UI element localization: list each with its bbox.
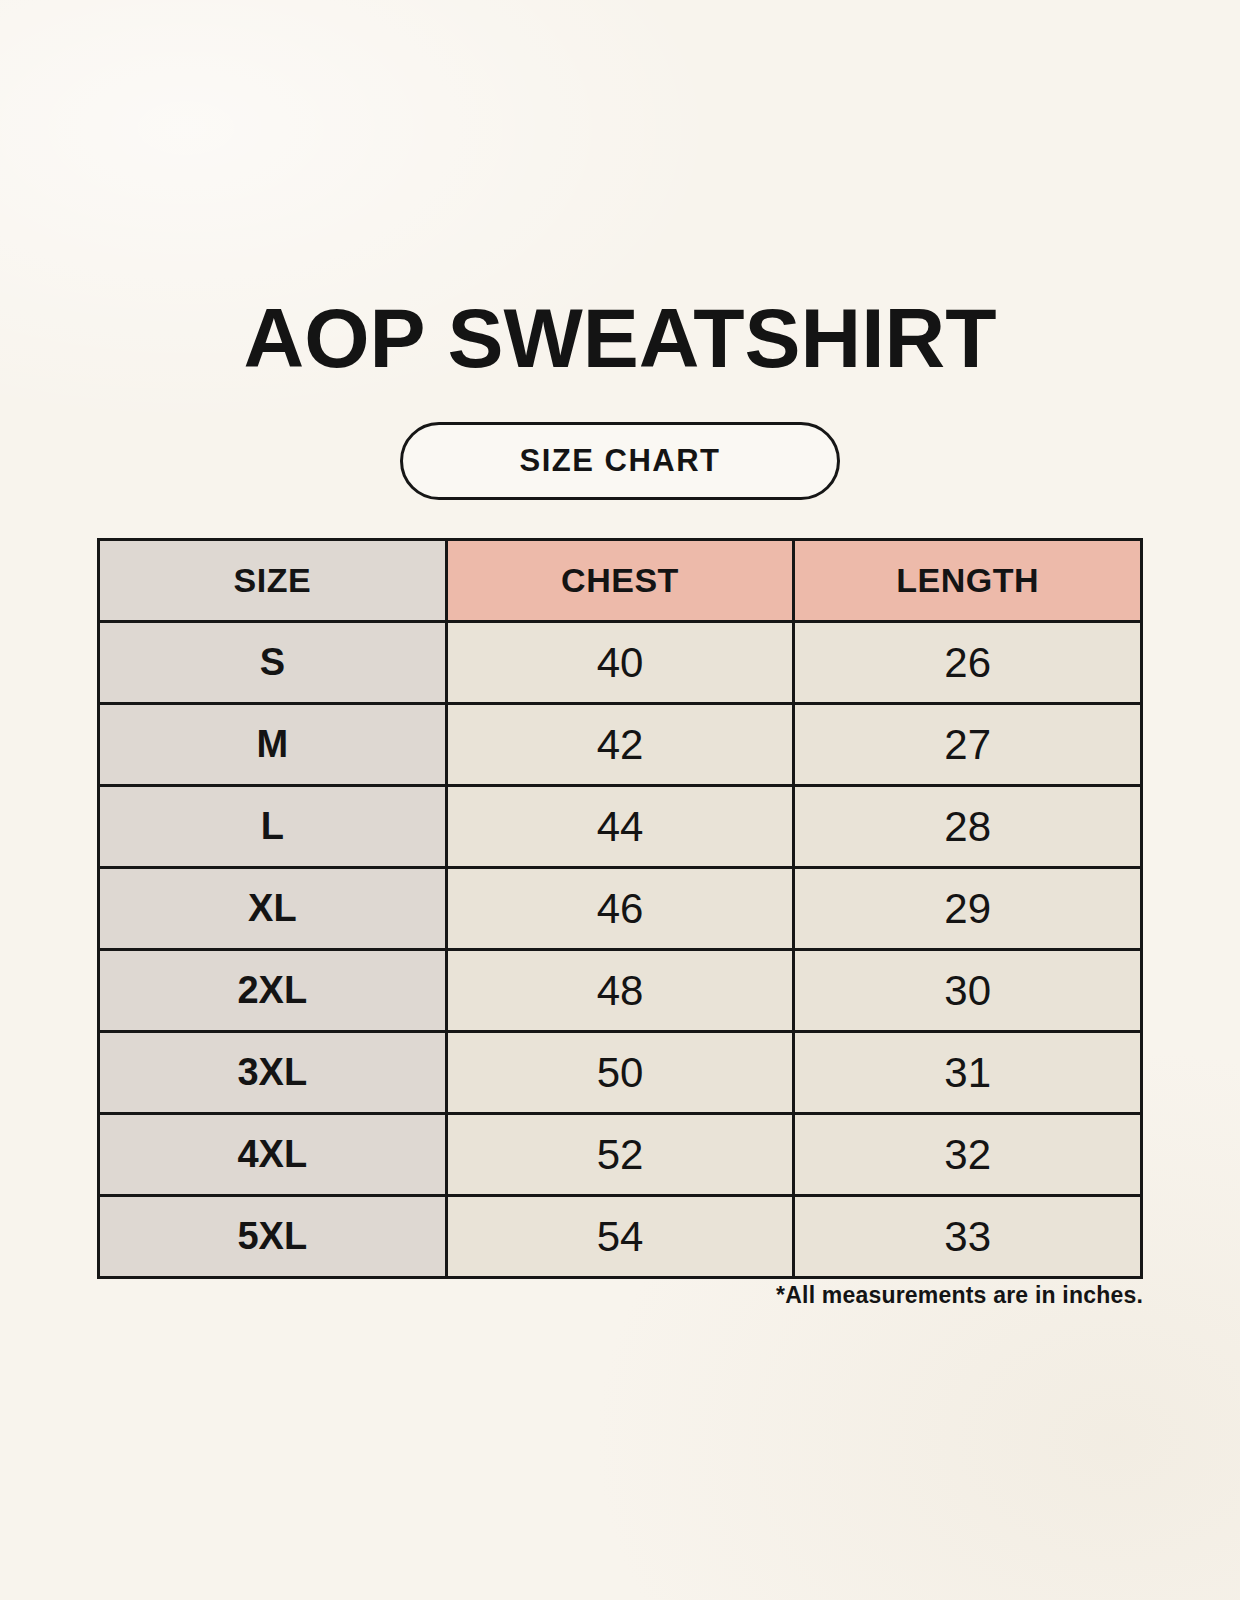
size-label-cell: 2XL <box>99 950 447 1032</box>
column-header-length: LENGTH <box>794 540 1142 622</box>
table-row: 5XL5433 <box>99 1196 1142 1278</box>
length-value-cell: 33 <box>794 1196 1142 1278</box>
table-row: S4026 <box>99 622 1142 704</box>
table-row: M4227 <box>99 704 1142 786</box>
chest-value-cell: 44 <box>446 786 794 868</box>
table-row: 4XL5232 <box>99 1114 1142 1196</box>
length-value-cell: 28 <box>794 786 1142 868</box>
table-row: L4428 <box>99 786 1142 868</box>
length-value-cell: 32 <box>794 1114 1142 1196</box>
chest-value-cell: 54 <box>446 1196 794 1278</box>
size-label-cell: S <box>99 622 447 704</box>
length-value-cell: 26 <box>794 622 1142 704</box>
size-label-cell: 4XL <box>99 1114 447 1196</box>
measurements-footnote: *All measurements are in inches. <box>776 1282 1143 1309</box>
column-header-chest: CHEST <box>446 540 794 622</box>
length-value-cell: 31 <box>794 1032 1142 1114</box>
chest-value-cell: 42 <box>446 704 794 786</box>
size-chart-badge: SIZE CHART <box>400 422 840 500</box>
chest-value-cell: 50 <box>446 1032 794 1114</box>
table-row: 2XL4830 <box>99 950 1142 1032</box>
size-chart-badge-label: SIZE CHART <box>520 443 721 479</box>
chest-value-cell: 40 <box>446 622 794 704</box>
size-label-cell: 5XL <box>99 1196 447 1278</box>
column-header-size: SIZE <box>99 540 447 622</box>
size-table-header-row: SIZECHESTLENGTH <box>99 540 1142 622</box>
length-value-cell: 27 <box>794 704 1142 786</box>
length-value-cell: 30 <box>794 950 1142 1032</box>
length-value-cell: 29 <box>794 868 1142 950</box>
table-row: XL4629 <box>99 868 1142 950</box>
size-label-cell: M <box>99 704 447 786</box>
chest-value-cell: 48 <box>446 950 794 1032</box>
size-label-cell: XL <box>99 868 447 950</box>
table-row: 3XL5031 <box>99 1032 1142 1114</box>
size-table: SIZECHESTLENGTH S4026M4227L4428XL46292XL… <box>97 538 1143 1279</box>
size-label-cell: L <box>99 786 447 868</box>
chest-value-cell: 52 <box>446 1114 794 1196</box>
size-label-cell: 3XL <box>99 1032 447 1114</box>
chest-value-cell: 46 <box>446 868 794 950</box>
page-title: AOP SWEATSHIRT <box>0 296 1240 380</box>
